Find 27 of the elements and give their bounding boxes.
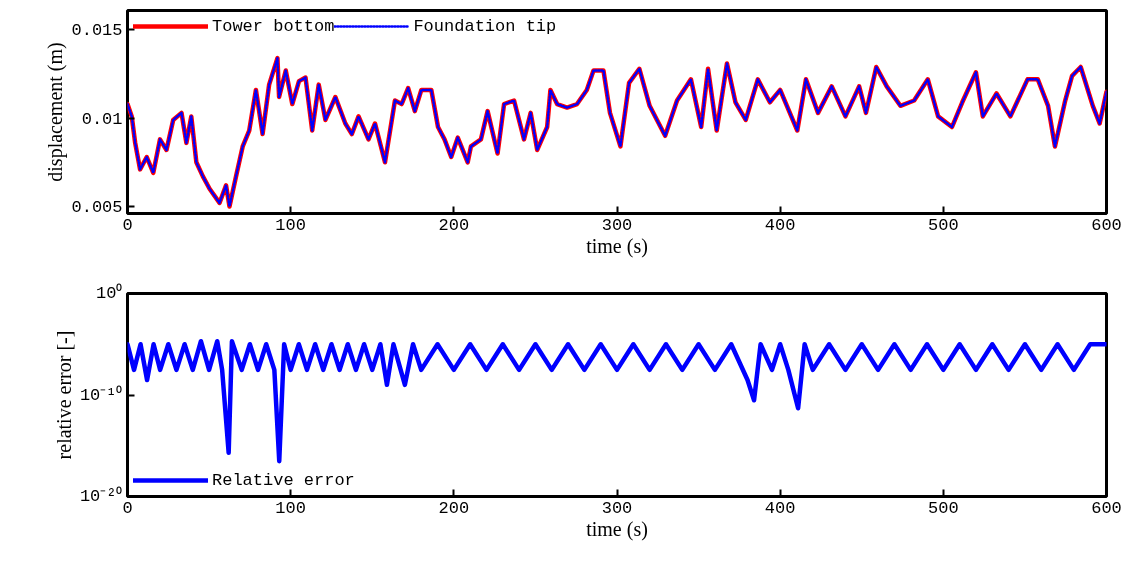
x-axis-title: time (s) (586, 517, 648, 541)
y-tick-label: 0.01 (81, 109, 123, 129)
legend-label: Tower bottom (212, 16, 335, 36)
x-tick-label: 0 (122, 215, 133, 235)
x-tick-label: 0 (122, 498, 133, 518)
y-tick-label: 10⁰ (96, 283, 123, 303)
y-tick-label: 10⁻²⁰ (79, 486, 123, 506)
y-tick-label: 0.005 (71, 197, 123, 217)
x-tick-label: 400 (764, 215, 796, 235)
x-tick-label: 300 (601, 215, 633, 235)
x-tick-label: 200 (438, 498, 470, 518)
x-tick-label: 600 (1091, 498, 1122, 518)
x-tick-label: 200 (438, 215, 470, 235)
y-axis-title: relative error [-] (52, 330, 75, 460)
x-tick-label: 600 (1091, 215, 1122, 235)
y-axis-title: displacement (m) (44, 42, 68, 182)
x-tick-label: 100 (275, 498, 306, 518)
x-tick-label: 100 (275, 215, 306, 235)
y-tick-label: 0.015 (71, 21, 123, 41)
x-tick-label: 500 (928, 215, 959, 235)
legend-label: Relative error (212, 470, 355, 490)
x-tick-label: 300 (601, 498, 633, 518)
x-axis-title: time (s) (586, 234, 648, 258)
y-tick-label: 10⁻¹⁰ (79, 384, 123, 405)
legend-label: Foundation tip (413, 16, 557, 36)
x-tick-label: 400 (764, 498, 796, 518)
x-tick-label: 500 (928, 498, 959, 518)
